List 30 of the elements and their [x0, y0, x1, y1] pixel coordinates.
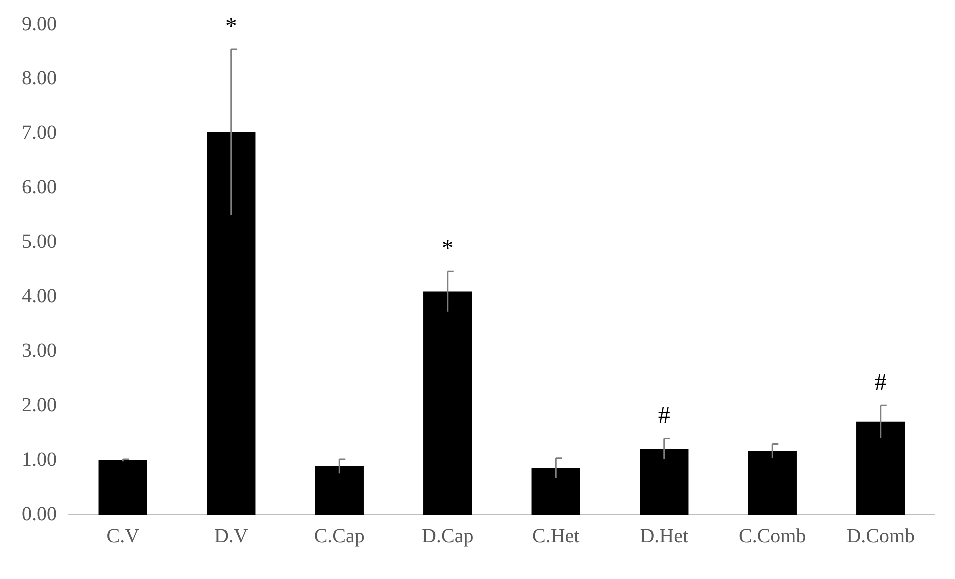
y-tick-label: 5.00: [22, 231, 57, 254]
x-tick-label: D.Het: [640, 525, 689, 548]
y-tick-label: 2.00: [22, 394, 57, 416]
y-tick-label: 7.00: [22, 122, 57, 144]
y-tick-label: 1.00: [22, 448, 57, 471]
bar: [532, 468, 580, 515]
bar: [98, 460, 148, 515]
y-tick-label: 9.00: [22, 13, 57, 36]
annotation: *: [225, 14, 238, 40]
x-tick-label: C.V: [106, 525, 140, 548]
bar: [207, 132, 256, 515]
x-tick-label: D.Cap: [422, 525, 474, 548]
annotation: #: [874, 370, 887, 396]
x-tick-label: D.Comb: [846, 525, 916, 548]
y-tick-label: 3.00: [22, 340, 57, 362]
bar: [424, 292, 472, 515]
annotation: #: [658, 403, 670, 430]
x-tick-label: C.Het: [532, 525, 580, 548]
y-tick-label: 6.00: [22, 176, 57, 199]
y-tick-label: 8.00: [22, 68, 57, 90]
y-tick-label: 4.00: [22, 285, 57, 308]
x-tick-label: C.Comb: [739, 525, 806, 548]
bar: [640, 449, 689, 515]
x-tick-label: D.V: [214, 525, 249, 548]
x-tick-label: C.Cap: [314, 525, 365, 548]
bar: [315, 466, 364, 515]
y-tick-label: 0.00: [22, 503, 57, 526]
bar: [748, 451, 797, 515]
annotation: *: [442, 236, 454, 262]
bar: [856, 422, 906, 515]
